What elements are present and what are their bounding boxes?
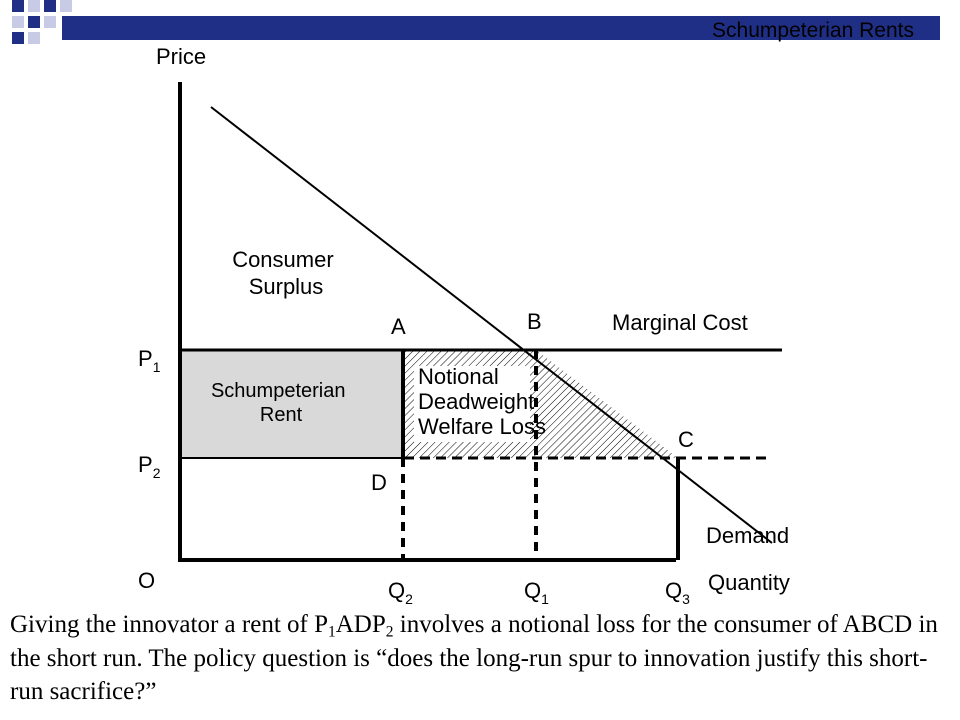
demand-curve xyxy=(210,106,773,544)
q1-label: Q1 xyxy=(524,578,549,607)
p1-label: P1 xyxy=(138,346,161,375)
header-square xyxy=(60,0,72,12)
header-square xyxy=(28,32,40,44)
price-axis-label: Price xyxy=(156,44,206,69)
header-square xyxy=(44,0,56,12)
header-square xyxy=(12,32,24,44)
q2-label: Q2 xyxy=(388,578,413,607)
p2-label: P2 xyxy=(138,452,161,481)
schumpeterian-rent-label: Schumpeterian Rent xyxy=(211,380,351,426)
demand-label: Demand xyxy=(706,523,789,548)
rents-diagram: Price Quantity O P1 P2 Q2 Q1 Q3 A B C D … xyxy=(138,44,790,607)
header-square xyxy=(44,16,56,28)
q3-label: Q3 xyxy=(665,578,690,607)
consumer-surplus-label: Consumer Surplus xyxy=(232,247,340,299)
point-c-label: C xyxy=(678,427,694,452)
header-decoration xyxy=(12,0,940,44)
deadweight-label-backdrop xyxy=(414,366,530,442)
header-square xyxy=(28,0,40,12)
schumpeterian-rent-area xyxy=(181,350,403,458)
point-b-label: B xyxy=(527,309,542,334)
quantity-axis-label: Quantity xyxy=(708,570,790,595)
header-square xyxy=(12,0,24,12)
header-bar xyxy=(62,16,940,40)
slide-title: Schumpeterian Rents xyxy=(712,19,914,42)
deadweight-loss-label: Notional Deadweight Welfare Loss xyxy=(418,364,546,439)
caption-text: Giving the innovator a rent of P1ADP2 in… xyxy=(10,611,938,705)
header-square xyxy=(28,16,40,28)
origin-label: O xyxy=(138,568,155,593)
marginal-cost-label: Marginal Cost xyxy=(612,310,748,335)
point-a-label: A xyxy=(391,314,406,339)
header-square xyxy=(12,16,24,28)
point-d-label: D xyxy=(371,470,387,495)
